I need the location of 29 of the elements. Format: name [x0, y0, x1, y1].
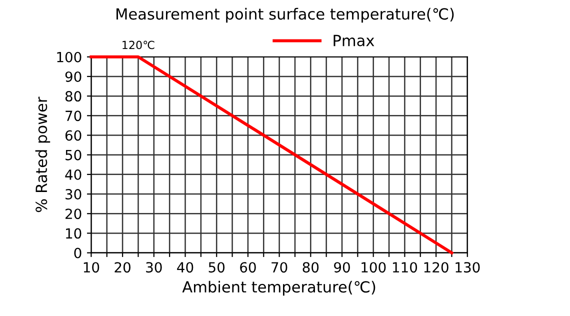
x-tick-label: 50 [208, 262, 225, 273]
x-tick-label: 100 [362, 262, 386, 273]
x-tick-label: 120 [424, 262, 448, 273]
y-tick-label: 90 [65, 71, 82, 82]
y-tick-label: 60 [65, 130, 82, 141]
x-axis-title: Ambient temperature(℃) [182, 280, 376, 296]
y-tick-label: 10 [66, 228, 82, 239]
y-tick-label: 80 [65, 91, 82, 102]
y-axis-title: % Rated power [35, 96, 50, 212]
x-tick-label: 110 [392, 262, 418, 273]
y-tick-label: 20 [66, 208, 82, 220]
x-tick-label: 40 [177, 262, 194, 273]
y-tick-label: 70 [66, 110, 82, 122]
x-tick-label: 90 [334, 262, 350, 273]
x-tick-label: 80 [302, 262, 319, 273]
y-tick-label: 100 [57, 52, 82, 62]
x-tick-label: 10 [84, 262, 100, 273]
legend-label: Pmax [334, 34, 374, 46]
x-tick-label: 30 [146, 262, 162, 273]
y-tick-label: 50 [66, 150, 82, 160]
y-tick-label: 30 [66, 188, 82, 200]
annotation: 120℃ [122, 40, 154, 50]
y-tick-label: 0 [74, 248, 82, 258]
x-tick-label: 20 [114, 262, 130, 273]
chart-title: Measurement point surface temperature(℃) [116, 8, 454, 23]
x-tick-label: 130 [456, 262, 480, 273]
y-tick-label: 40 [65, 169, 82, 180]
x-tick-label: 70 [272, 262, 288, 273]
x-tick-label: 60 [240, 262, 256, 273]
